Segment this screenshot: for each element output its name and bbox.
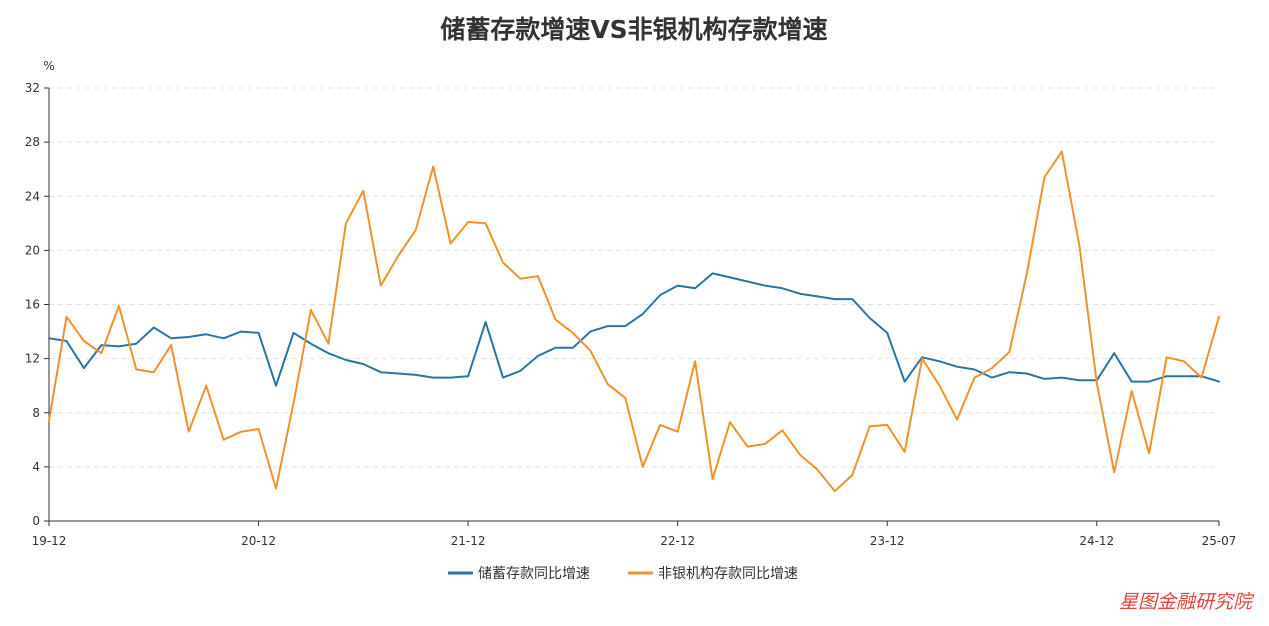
x-axis: 19-12 20-12 21-12 22-12 23-12 24-12 25-07 (32, 520, 1237, 548)
chart-title: 储蓄存款增速VS非银机构存款增速 (440, 15, 827, 44)
legend: 储蓄存款同比增速 非银机构存款同比增速 (448, 566, 798, 582)
legend-item[interactable]: 储蓄存款同比增速 (448, 566, 590, 582)
y-tick-label: 4 (32, 460, 40, 474)
x-tick-label: 20-12 (241, 534, 276, 548)
y-tick-label: 24 (25, 189, 40, 203)
watermark-text: 星图金融研究院 (1119, 591, 1255, 613)
series-line-1 (48, 272, 1220, 387)
y-axis: 0 4 8 12 16 20 24 28 32 (25, 81, 50, 528)
legend-label: 储蓄存款同比增速 (478, 566, 590, 582)
x-tick-label: 21-12 (451, 534, 486, 548)
legend-label: 非银机构存款同比增速 (658, 566, 798, 582)
y-tick-label: 0 (32, 514, 40, 528)
y-tick-label: 8 (32, 406, 40, 420)
y-axis-unit: % (43, 59, 54, 73)
x-tick-label: 25-07 (1202, 534, 1237, 548)
legend-item[interactable]: 非银机构存款同比增速 (628, 566, 798, 582)
series-line-2 (48, 150, 1220, 493)
y-tick-label: 32 (25, 81, 40, 95)
x-tick-label: 24-12 (1079, 534, 1114, 548)
y-tick-label: 16 (25, 298, 40, 312)
grid-lines (49, 87, 1219, 468)
series-lines (48, 150, 1220, 493)
y-tick-label: 12 (25, 352, 40, 366)
y-tick-label: 20 (25, 243, 40, 257)
x-tick-label: 22-12 (660, 534, 695, 548)
y-tick-label: 28 (25, 135, 40, 149)
x-tick-label: 19-12 (32, 534, 67, 548)
x-tick-label: 23-12 (870, 534, 905, 548)
